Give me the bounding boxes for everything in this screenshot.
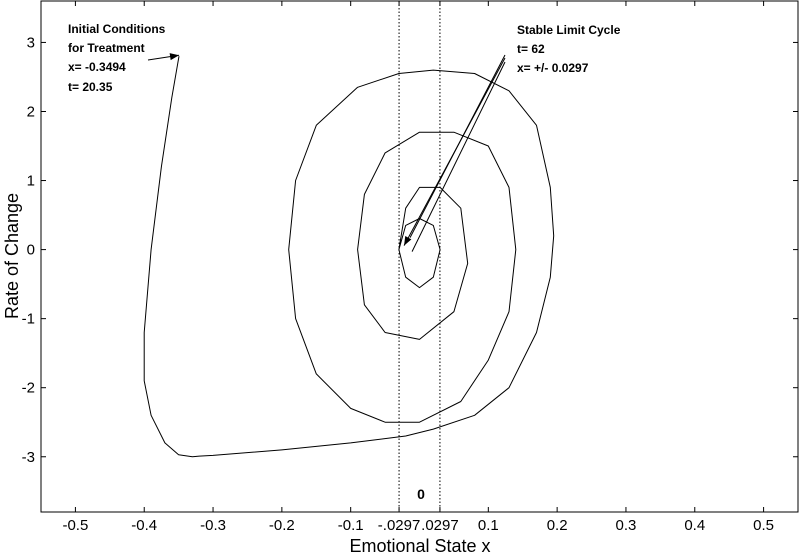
annotation-arrow <box>411 61 506 252</box>
x-axis-title: Emotional State x <box>349 536 490 555</box>
annotation-text: Stable Limit Cycle <box>517 23 621 37</box>
x-tick-label: 0.1 <box>478 517 499 534</box>
reference-lines <box>398 1 441 512</box>
x-tick-label: .0297 <box>421 517 459 534</box>
series-line <box>143 56 555 458</box>
x-tick-label: -0.5 <box>62 517 88 534</box>
annotation-arrow <box>403 57 506 246</box>
annotation-text: t= 20.35 <box>68 80 113 94</box>
x-tick-label: -.0297 <box>378 517 421 534</box>
annotation-arrows <box>147 53 506 252</box>
annotation-text: x= +/- 0.0297 <box>517 61 589 75</box>
y-tick-label: 3 <box>27 34 35 51</box>
x-tick-label: -0.3 <box>200 517 226 534</box>
y-axis-ticks: -3 -2 -1 0 1 2 3 <box>22 34 798 466</box>
annotations: Initial Conditions for Treatment x= -0.349… <box>68 22 621 94</box>
annotation-text: t= 62 <box>517 42 545 56</box>
y-tick-label: -2 <box>22 380 35 397</box>
y-tick-label: 2 <box>27 103 35 120</box>
annotation-text: x= -0.3494 <box>68 60 126 74</box>
x-tick-label: 0.4 <box>684 517 705 534</box>
plot-area <box>40 0 799 513</box>
y-tick-label: -1 <box>22 311 35 328</box>
x-tick-label: -0.1 <box>338 517 364 534</box>
arrow-head <box>404 236 412 246</box>
arrow-head <box>169 53 180 61</box>
y-axis-title: Rate of Change <box>2 193 22 319</box>
x-tick-label: -0.2 <box>269 517 295 534</box>
y-tick-label: 0 <box>27 242 35 259</box>
x-tick-label: -0.4 <box>131 517 157 534</box>
annotation-text: for Treatment <box>68 41 145 55</box>
y-tick-label: 1 <box>27 173 35 190</box>
zero-label: 0 <box>417 486 425 502</box>
x-axis-ticks: -0.5 -0.4 -0.3 -0.2 -0.1 -.0297.0297 0.1 0.2 0.3… <box>62 1 774 534</box>
x-tick-label: 0.3 <box>616 517 637 534</box>
annotation-text: Initial Conditions <box>68 22 166 36</box>
y-tick-label: -3 <box>22 449 35 466</box>
trajectory <box>143 56 555 458</box>
x-tick-label: 0.5 <box>753 517 774 534</box>
x-tick-label: 0.2 <box>547 517 568 534</box>
